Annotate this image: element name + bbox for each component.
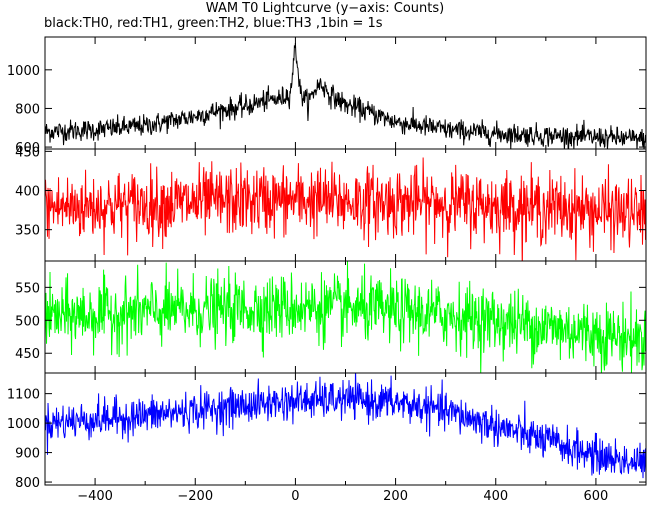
x-tick-label: 400 [483,489,508,504]
y-tick-label: 1000 [7,417,40,432]
x-tick-label: −400 [77,489,113,504]
chart-title: WAM T0 Lightcurve (y−axis: Counts) [205,1,445,16]
y-tick-label: 800 [15,476,40,491]
y-tick-label: 450 [15,145,40,160]
panel-th3: 800 900 1000 1100 [7,372,647,491]
x-tick-label: 0 [291,489,299,504]
series-th0-line [45,42,646,149]
chart-subtitle: black:TH0, red:TH1, green:TH2, blue:TH3 … [44,16,383,31]
panel-th2: 450 500 550 [15,260,647,374]
y-tick-label: 400 [15,185,40,200]
y-tick-label: 1100 [7,388,40,403]
x-tick-label: 600 [584,489,609,504]
y-tick-label: 450 [15,347,40,362]
x-tick-label: −200 [177,489,213,504]
series-th2-line [45,261,646,373]
series-th1-line [45,157,646,261]
x-tick-label: 200 [383,489,408,504]
y-tick-label: 600 [15,141,40,156]
y-tick-label: 800 [15,102,40,117]
panel-th1: 350 400 450 [15,145,647,262]
y-tick-label: 500 [15,314,40,329]
series-th3-line [45,373,646,480]
y-tick-label: 350 [15,224,40,239]
y-tick-label: 1000 [7,64,40,79]
y-tick-label: 900 [15,447,40,462]
panel-th0: 600 800 1000 [7,36,647,156]
y-tick-label: 550 [15,281,40,296]
